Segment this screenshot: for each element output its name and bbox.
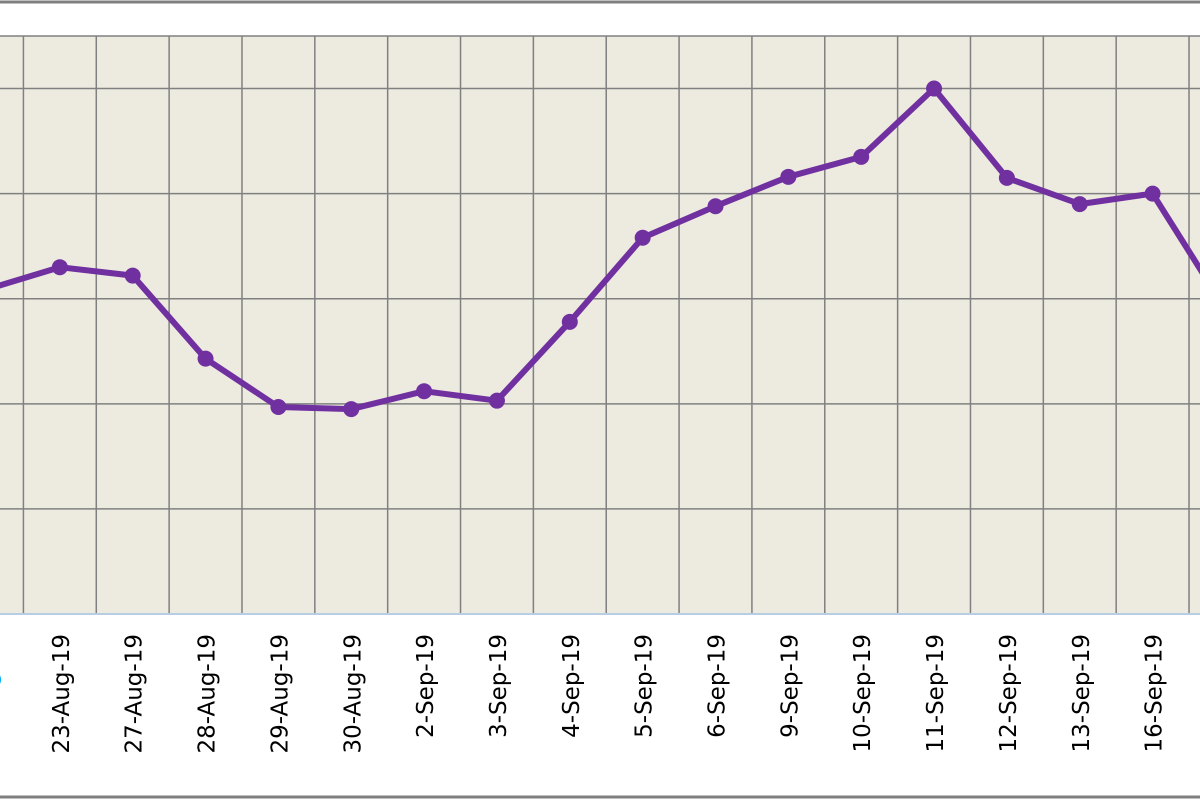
x-tick-label: 4-Sep-19 bbox=[559, 634, 585, 738]
data-point bbox=[561, 313, 578, 330]
data-point bbox=[926, 80, 943, 97]
data-point bbox=[998, 169, 1015, 186]
x-axis-tick-labels: 22-Aug-19 23-Aug-19 27-Aug-19 28-Aug-19 29-A… bbox=[0, 634, 1168, 754]
data-point bbox=[416, 383, 433, 400]
series-line-group bbox=[0, 80, 1200, 418]
x-tick-label: 28-Aug-19 bbox=[195, 634, 221, 754]
plot-area bbox=[0, 36, 1200, 614]
data-point bbox=[634, 229, 651, 246]
data-point bbox=[488, 392, 505, 409]
data-point bbox=[1144, 185, 1161, 202]
x-tick-label: 12-Sep-19 bbox=[996, 634, 1022, 752]
data-point bbox=[707, 198, 724, 215]
x-tick-label: 30-Aug-19 bbox=[340, 634, 366, 754]
data-point bbox=[51, 259, 68, 276]
x-tick-label: 3-Sep-19 bbox=[486, 634, 512, 738]
x-tick-label: 13-Sep-19 bbox=[1069, 634, 1095, 752]
x-tick-label: 6-Sep-19 bbox=[705, 634, 731, 738]
x-tick-label: 29-Aug-19 bbox=[267, 634, 293, 754]
data-point bbox=[124, 267, 141, 284]
x-tick-label: 16-Sep-19 bbox=[1142, 634, 1168, 752]
data-point bbox=[853, 148, 870, 165]
x-tick-label: 11-Sep-19 bbox=[923, 634, 949, 752]
series-line bbox=[0, 85, 1200, 413]
x-tick-label: 2-Sep-19 bbox=[413, 634, 439, 738]
x-tick-label: 5-Sep-19 bbox=[632, 634, 658, 738]
data-point bbox=[343, 401, 360, 418]
x-tick-label: 10-Sep-19 bbox=[850, 634, 876, 752]
x-tick-label: 27-Aug-19 bbox=[122, 634, 148, 754]
data-point bbox=[780, 168, 797, 185]
data-point bbox=[270, 398, 287, 415]
data-point bbox=[1071, 196, 1088, 213]
gridlines bbox=[0, 36, 1200, 614]
x-tick-label: 9-Sep-19 bbox=[777, 634, 803, 738]
x-tick-label: 23-Aug-19 bbox=[49, 634, 75, 754]
x-tick-label: 22-Aug-19 bbox=[0, 634, 2, 754]
data-point bbox=[197, 350, 214, 367]
